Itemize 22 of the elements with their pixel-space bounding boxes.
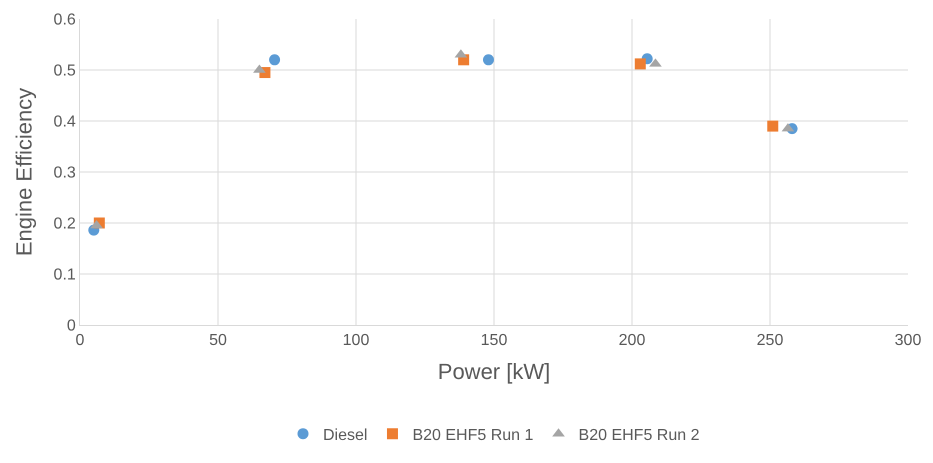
- y-tick-label: 0.3: [54, 164, 76, 182]
- y-tick-label: 0.6: [54, 12, 76, 29]
- point: [634, 58, 646, 70]
- x-tick-label: 300: [894, 332, 922, 350]
- y-tick-label: 0.2: [54, 216, 76, 233]
- point: [269, 54, 280, 66]
- x-tick-label: 100: [342, 332, 370, 350]
- x-tick-label: 50: [209, 332, 227, 350]
- legend-label: Diesel: [323, 426, 368, 444]
- x-tick-label: 150: [480, 332, 508, 350]
- y-axis-title: Engine Efficiency: [11, 88, 36, 256]
- legend-label: B20 EHF5 Run 2: [578, 426, 700, 444]
- y-tick-label: 0.4: [54, 114, 76, 131]
- y-tick-label: 0: [66, 318, 76, 335]
- y-tick-label: 0.5: [54, 62, 76, 80]
- x-tick-label: 250: [756, 332, 784, 350]
- x-axis-title: Power [kW]: [438, 359, 550, 384]
- point: [767, 120, 778, 132]
- legend-label: B20 EHF5 Run 1: [412, 426, 534, 444]
- point: [482, 54, 494, 66]
- y-tick-label: 0.1: [54, 266, 76, 284]
- x-tick-label: 200: [618, 332, 646, 350]
